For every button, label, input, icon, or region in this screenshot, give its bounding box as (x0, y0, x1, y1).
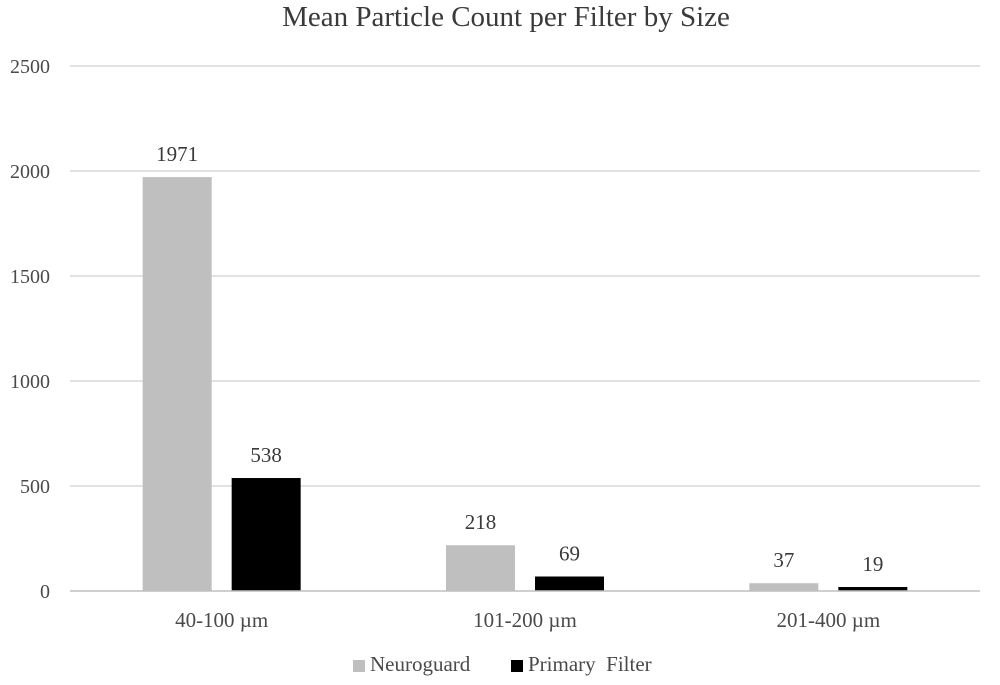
gridlines (70, 65, 980, 487)
y-axis: 0 500 1000 1500 2000 2500 (10, 56, 50, 603)
x-axis: 40-100 µm 101-200 µm 201-400 µm (70, 590, 980, 632)
bar-neuroguard-2 (446, 545, 515, 591)
legend-label: Neuroguard (370, 652, 471, 676)
legend-swatch-neuroguard (353, 660, 365, 672)
data-label: 1971 (156, 142, 198, 166)
y-tick-label: 1500 (10, 266, 50, 288)
data-label: 218 (465, 510, 497, 534)
bar-neuroguard-1 (142, 177, 212, 591)
y-tick-label: 2500 (10, 56, 50, 78)
data-label: 69 (559, 542, 580, 566)
x-category-label: 101-200 µm (473, 608, 577, 632)
data-label: 538 (250, 443, 282, 467)
legend: Neuroguard Primary Filter (353, 652, 652, 676)
bars (142, 177, 908, 591)
bar-neuroguard-3 (749, 583, 819, 591)
x-category-label: 40-100 µm (175, 608, 268, 632)
legend-label: Primary Filter (528, 652, 652, 676)
bar-primary-filter-2 (535, 576, 604, 591)
chart-title: Mean Particle Count per Filter by Size (282, 1, 730, 33)
bar-primary-filter-1 (231, 478, 301, 591)
data-label: 37 (773, 548, 794, 572)
data-labels: 1971 538 218 69 37 19 (156, 142, 883, 576)
x-category-label: 201-400 µm (776, 608, 880, 632)
y-tick-label: 2000 (10, 161, 50, 183)
y-tick-label: 1000 (10, 371, 50, 393)
y-tick-label: 0 (40, 581, 50, 603)
y-tick-label: 500 (20, 476, 50, 498)
bar-primary-filter-3 (838, 587, 908, 591)
data-label: 19 (862, 552, 883, 576)
legend-swatch-primary-filter (511, 660, 523, 672)
